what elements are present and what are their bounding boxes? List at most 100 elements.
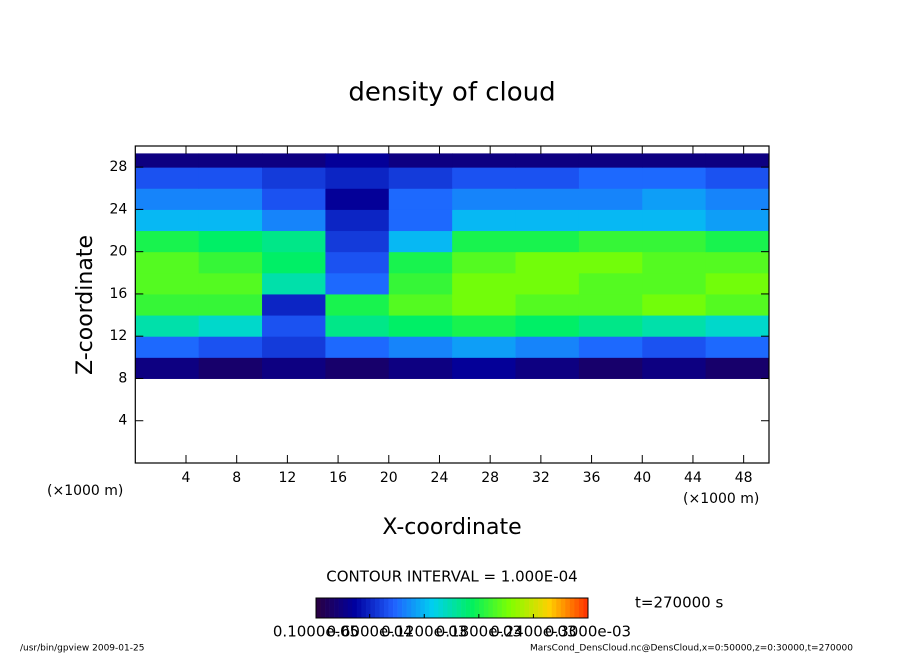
colorbar-segment: [356, 598, 362, 618]
y-tick-label: 20: [109, 244, 127, 260]
heatmap-cell: [705, 251, 770, 274]
heatmap-cell: [325, 230, 390, 253]
y-tick-label: 24: [109, 201, 127, 217]
heatmap-cell: [198, 251, 263, 274]
heatmap-cell: [452, 357, 517, 379]
heatmap-cell: [262, 251, 326, 274]
colorbar-segment: [347, 598, 353, 618]
colorbar-segment: [370, 598, 376, 618]
heatmap-cell: [325, 336, 390, 358]
colorbar-segment: [338, 598, 344, 618]
heatmap-cell: [705, 167, 770, 189]
colorbar-tick-label: 0.6000e-04: [327, 623, 413, 641]
heatmap-cell: [578, 188, 643, 210]
heatmap-cell: [642, 188, 707, 210]
heatmap-cell: [642, 251, 707, 274]
heatmap-cell: [642, 293, 707, 316]
heatmap-cell: [388, 209, 453, 232]
colorbar-segment: [551, 598, 557, 618]
heatmap-cell: [578, 336, 643, 358]
heatmap-cell: [388, 153, 453, 168]
colorbar-segment: [447, 598, 453, 618]
colorbar-segment: [461, 598, 466, 618]
colorbar-segment: [438, 598, 444, 618]
heatmap-cell: [452, 272, 517, 295]
colorbar-segment: [316, 598, 321, 618]
colorbar-segment: [374, 598, 380, 618]
colorbar-segment: [433, 598, 439, 618]
colorbar-segment: [547, 598, 553, 618]
heatmap-cell: [198, 357, 263, 379]
heatmap-cell: [262, 230, 326, 253]
x-tick-label: 24: [431, 470, 449, 486]
heatmap-cell: [325, 167, 390, 189]
plot-frame: [134, 145, 770, 464]
heatmap-cell: [135, 167, 200, 189]
x-tick-label: 44: [684, 470, 702, 486]
colorbar-tick-label: 0.1200e-03: [381, 623, 467, 641]
heatmap-cell: [135, 153, 200, 168]
heatmap-cell: [515, 153, 580, 168]
heatmap-cell: [388, 272, 453, 295]
heatmap-cell: [325, 293, 390, 316]
colorbar-segment: [470, 598, 475, 618]
heatmap-cell: [388, 167, 453, 189]
heatmap-cell: [325, 153, 390, 168]
colorbar-segment: [583, 598, 589, 618]
colorbar-tick-label: 0.2400e-03: [490, 623, 576, 641]
heatmap-cell: [642, 272, 707, 295]
heatmap-cell: [515, 336, 580, 358]
heatmap-cell: [452, 153, 517, 168]
heatmap-cell: [135, 209, 200, 232]
heatmap-cell: [452, 251, 517, 274]
heatmap-cell: [642, 167, 707, 189]
footer-right: MarsCond_DensCloud.nc@DensCloud,x=0:5000…: [530, 644, 853, 654]
heatmap-cell: [578, 315, 643, 337]
colorbar-segment: [402, 598, 407, 618]
heatmap-cell: [452, 293, 517, 316]
colorbar-segment: [406, 598, 412, 618]
x-tick-label: 48: [735, 470, 753, 486]
heatmap-cell: [135, 272, 200, 295]
x-tick-label: 20: [380, 470, 398, 486]
heatmap-cell: [705, 293, 770, 316]
heatmap-cell: [135, 357, 200, 379]
colorbar-segment: [560, 598, 566, 618]
colorbar-segment: [442, 598, 448, 618]
heatmap-cell: [198, 336, 263, 358]
colorbar-segment: [520, 598, 525, 618]
heatmap-cell: [262, 188, 326, 210]
heatmap-cell: [388, 357, 453, 379]
heatmap-cell: [642, 336, 707, 358]
colorbar-segment: [524, 598, 530, 618]
heatmap-cell: [262, 167, 326, 189]
heatmap-cell: [198, 167, 263, 189]
colorbar-segment: [515, 598, 521, 618]
colorbar-segment: [388, 598, 394, 618]
colorbar-segment: [397, 598, 403, 618]
colorbar-segment: [379, 598, 385, 618]
heatmap-cell: [705, 336, 770, 358]
x-unit: (×1000 m): [683, 491, 759, 507]
heatmap-cell: [388, 293, 453, 316]
colorbar-tick-label: 0.1800e-03: [436, 623, 522, 641]
colorbar-tick-label: 0.3000e-03: [545, 623, 631, 641]
y-tick-label: 16: [109, 286, 127, 302]
heatmap-cell: [135, 315, 200, 337]
x-tick-label: 36: [583, 470, 601, 486]
colorbar-segment: [556, 598, 562, 618]
heatmap-cell: [135, 230, 200, 253]
colorbar-segment: [361, 598, 367, 618]
colorbar-segment: [569, 598, 575, 618]
colorbar-segment: [329, 598, 335, 618]
heatmap-cell: [515, 167, 580, 189]
x-tick-label: 16: [329, 470, 347, 486]
heatmap-cell: [515, 272, 580, 295]
heatmap-cell: [325, 272, 390, 295]
colorbar-segment: [542, 598, 548, 618]
colorbar-segment: [533, 598, 539, 618]
heatmap-cell: [198, 153, 263, 168]
x-tick-label: 12: [278, 470, 296, 486]
heatmap-cell: [198, 209, 263, 232]
heatmap-cell: [515, 209, 580, 232]
